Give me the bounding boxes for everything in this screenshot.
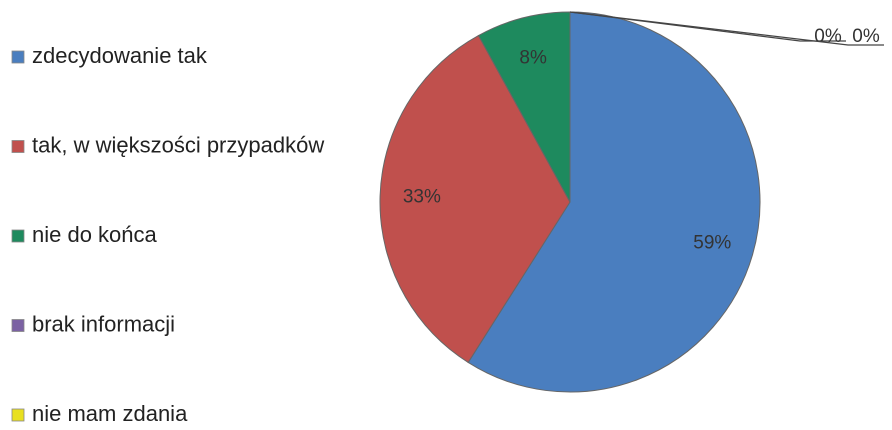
data-label: 59% [693, 232, 731, 253]
legend-marker [11, 408, 25, 422]
pie-slice [379, 34, 571, 364]
data-label: 33% [403, 186, 441, 207]
legend-marker [11, 229, 25, 243]
pie-slice [477, 11, 571, 203]
pie-slice [467, 11, 761, 393]
legend-label: nie mam zdania [32, 401, 188, 426]
legend-label: brak informacji [32, 311, 175, 336]
data-label: 8% [519, 47, 547, 68]
data-label: 0% [852, 26, 880, 47]
legend-label: zdecydowanie tak [32, 43, 208, 68]
legend-marker [11, 319, 25, 332]
legend-marker [11, 140, 25, 153]
leader-line [569, 11, 884, 46]
legend-marker [11, 50, 25, 64]
legend-label: nie do końca [32, 222, 158, 247]
legend-label: tak, w większości przypadków [32, 132, 324, 157]
